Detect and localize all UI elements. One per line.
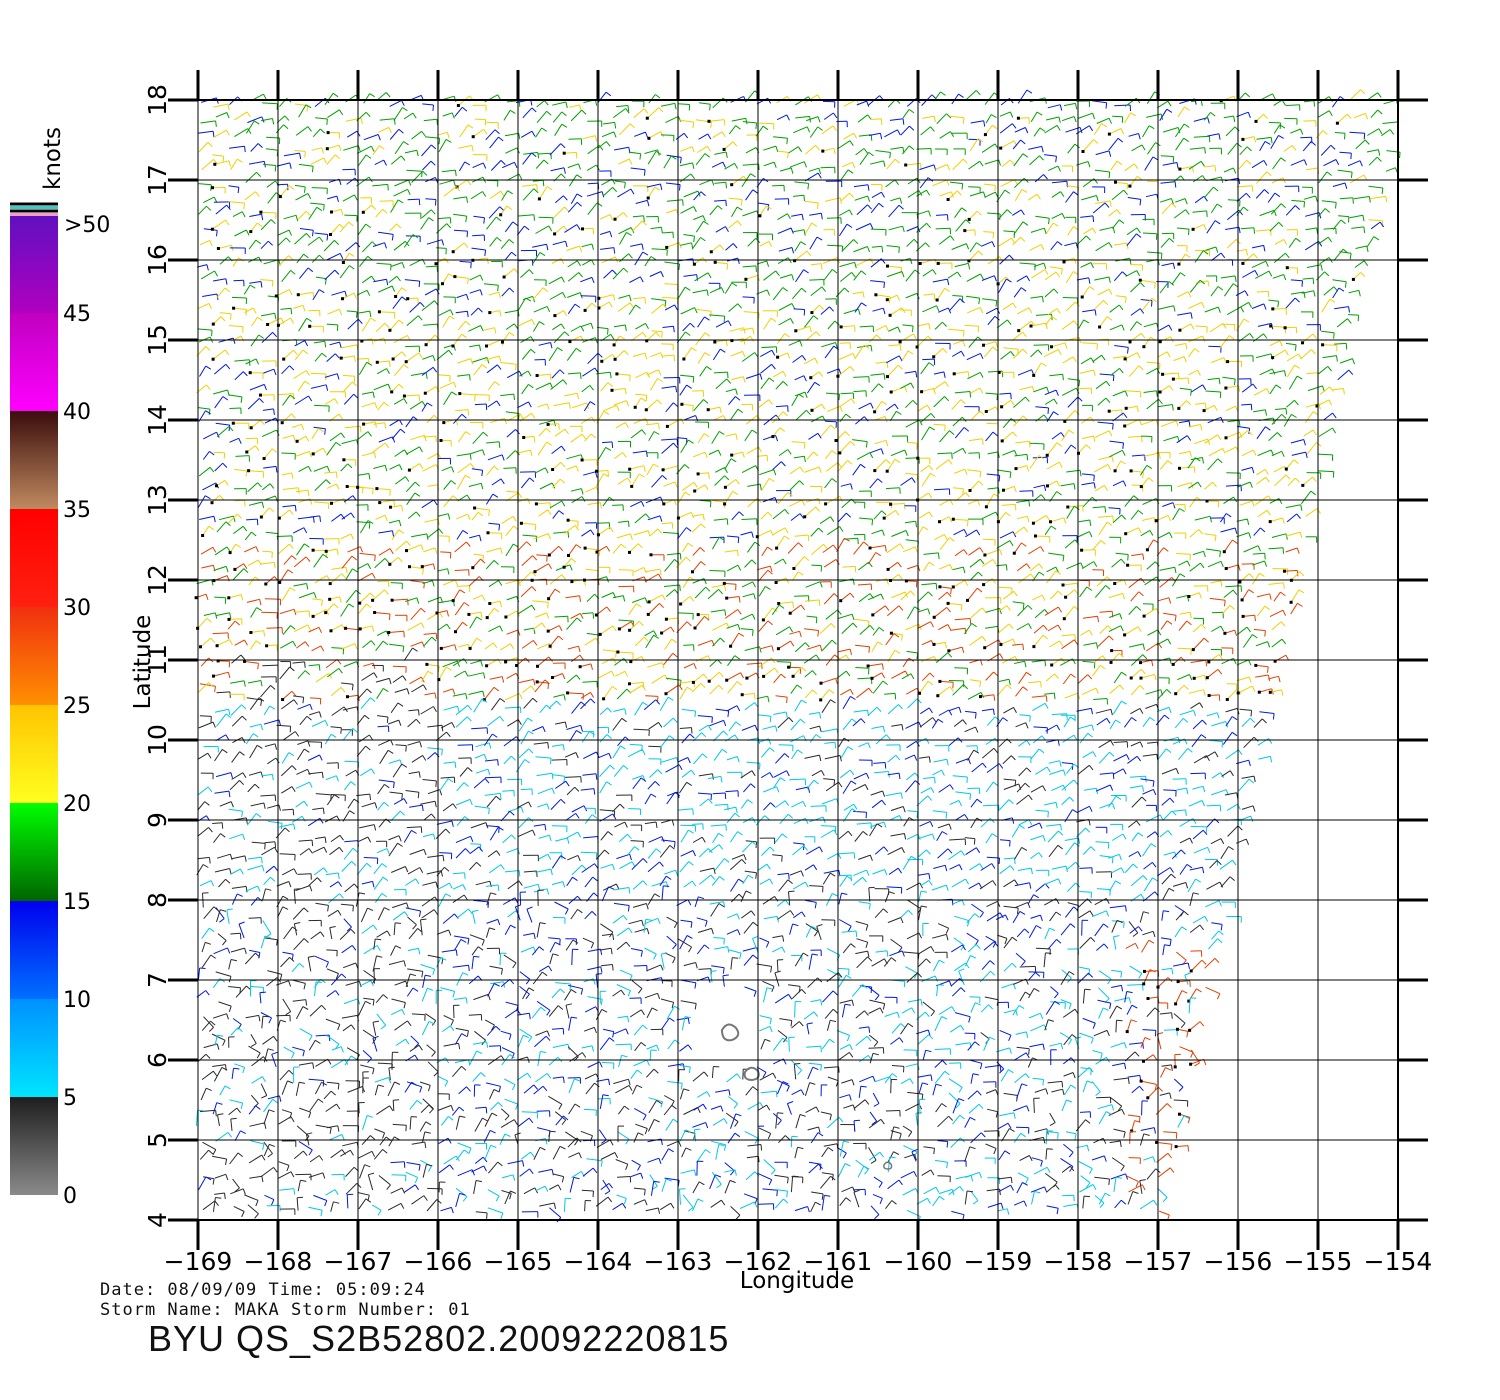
longitude-tick-label: −168	[244, 1247, 313, 1276]
y-axis-title: Latitude	[130, 615, 156, 710]
island-contour	[883, 1161, 893, 1170]
file-id-title: BYU QS_S2B52802.20092220815	[148, 1318, 730, 1359]
map-grid	[168, 70, 1428, 1250]
longitude-tick-label: −157	[1124, 1247, 1193, 1276]
wind-barb-field	[194, 89, 1401, 1223]
longitude-tick-label: −164	[564, 1247, 633, 1276]
colorbar	[10, 202, 58, 1195]
latitude-tick-label: 16	[143, 244, 172, 276]
island-contour	[743, 1066, 760, 1082]
latitude-tick-label: 12	[143, 564, 172, 596]
colorbar-band	[10, 803, 58, 901]
longitude-tick-label: −154	[1364, 1247, 1433, 1276]
colorbar-label: 30	[63, 596, 91, 621]
colorbar-top-stripe	[10, 213, 58, 216]
longitude-tick-label: −163	[644, 1247, 713, 1276]
colorbar-top-stripe	[10, 209, 58, 213]
colorbar-label: 35	[63, 498, 91, 523]
island-contour	[720, 1023, 740, 1042]
latitude-tick-label: 15	[143, 324, 172, 356]
longitude-tick-label: −169	[164, 1247, 233, 1276]
latitude-tick-label: 18	[143, 84, 172, 116]
latitude-tick-label: 4	[143, 1212, 172, 1228]
colorbar-label: 40	[63, 400, 91, 425]
colorbar-label: 25	[63, 694, 91, 719]
colorbar-band	[10, 509, 58, 607]
latitude-tick-label: 8	[143, 892, 172, 908]
latitude-tick-labels: 4 5 6 7 8 9 10 11 12 13 14 15 16 17 18	[143, 84, 172, 1228]
date-time-line: Date: 08/09/09 Time: 05:09:24	[100, 1280, 426, 1300]
latitude-tick-label: 10	[143, 724, 172, 756]
longitude-tick-labels: −169 −168 −167 −166 −165 −164 −163 −162 −161 −160…	[164, 1247, 1433, 1276]
storm-info-line: Storm Name: MAKA Storm Number: 01	[100, 1300, 471, 1320]
x-axis-title: Longitude	[740, 1268, 854, 1294]
longitude-tick-label: −162	[724, 1247, 793, 1276]
colorbar-band	[10, 215, 58, 313]
colorbar-label: 10	[63, 988, 91, 1013]
longitude-tick-label: −160	[884, 1247, 953, 1276]
latitude-tick-label: 6	[143, 1052, 172, 1068]
colorbar-unit-label: knots	[40, 127, 66, 190]
colorbar-label: 20	[63, 792, 91, 817]
longitude-tick-label: −161	[804, 1247, 873, 1276]
longitude-tick-label: −156	[1204, 1247, 1273, 1276]
longitude-tick-label: −158	[1044, 1247, 1113, 1276]
longitude-tick-label: −159	[964, 1247, 1033, 1276]
longitude-tick-label: −165	[484, 1247, 553, 1276]
latitude-tick-label: 11	[143, 644, 172, 676]
colorbar-top-stripe	[10, 206, 58, 209]
colorbar-band	[10, 901, 58, 999]
colorbar-label: 15	[63, 890, 91, 915]
latitude-tick-label: 5	[143, 1132, 172, 1148]
longitude-tick-label: −155	[1284, 1247, 1353, 1276]
longitude-tick-label: −167	[324, 1247, 393, 1276]
colorbar-labels: 0 5 10 15 20 25 30 35 40 45 >50	[63, 213, 110, 1209]
colorbar-label: 45	[63, 302, 91, 327]
colorbar-top-stripe	[10, 202, 58, 206]
colorbar-band	[10, 411, 58, 509]
colorbar-band	[10, 1097, 58, 1195]
latitude-tick-label: 14	[143, 404, 172, 436]
colorbar-label: 5	[63, 1086, 77, 1111]
colorbar-label: 0	[63, 1184, 77, 1209]
latitude-tick-label: 9	[143, 812, 172, 828]
longitude-tick-label: −166	[404, 1247, 473, 1276]
colorbar-label: >50	[64, 213, 110, 238]
latitude-tick-label: 13	[143, 484, 172, 516]
colorbar-band	[10, 313, 58, 411]
colorbar-band	[10, 705, 58, 803]
latitude-tick-label: 7	[143, 972, 172, 988]
colorbar-band	[10, 607, 58, 705]
latitude-tick-label: 17	[143, 164, 172, 196]
colorbar-band	[10, 999, 58, 1097]
